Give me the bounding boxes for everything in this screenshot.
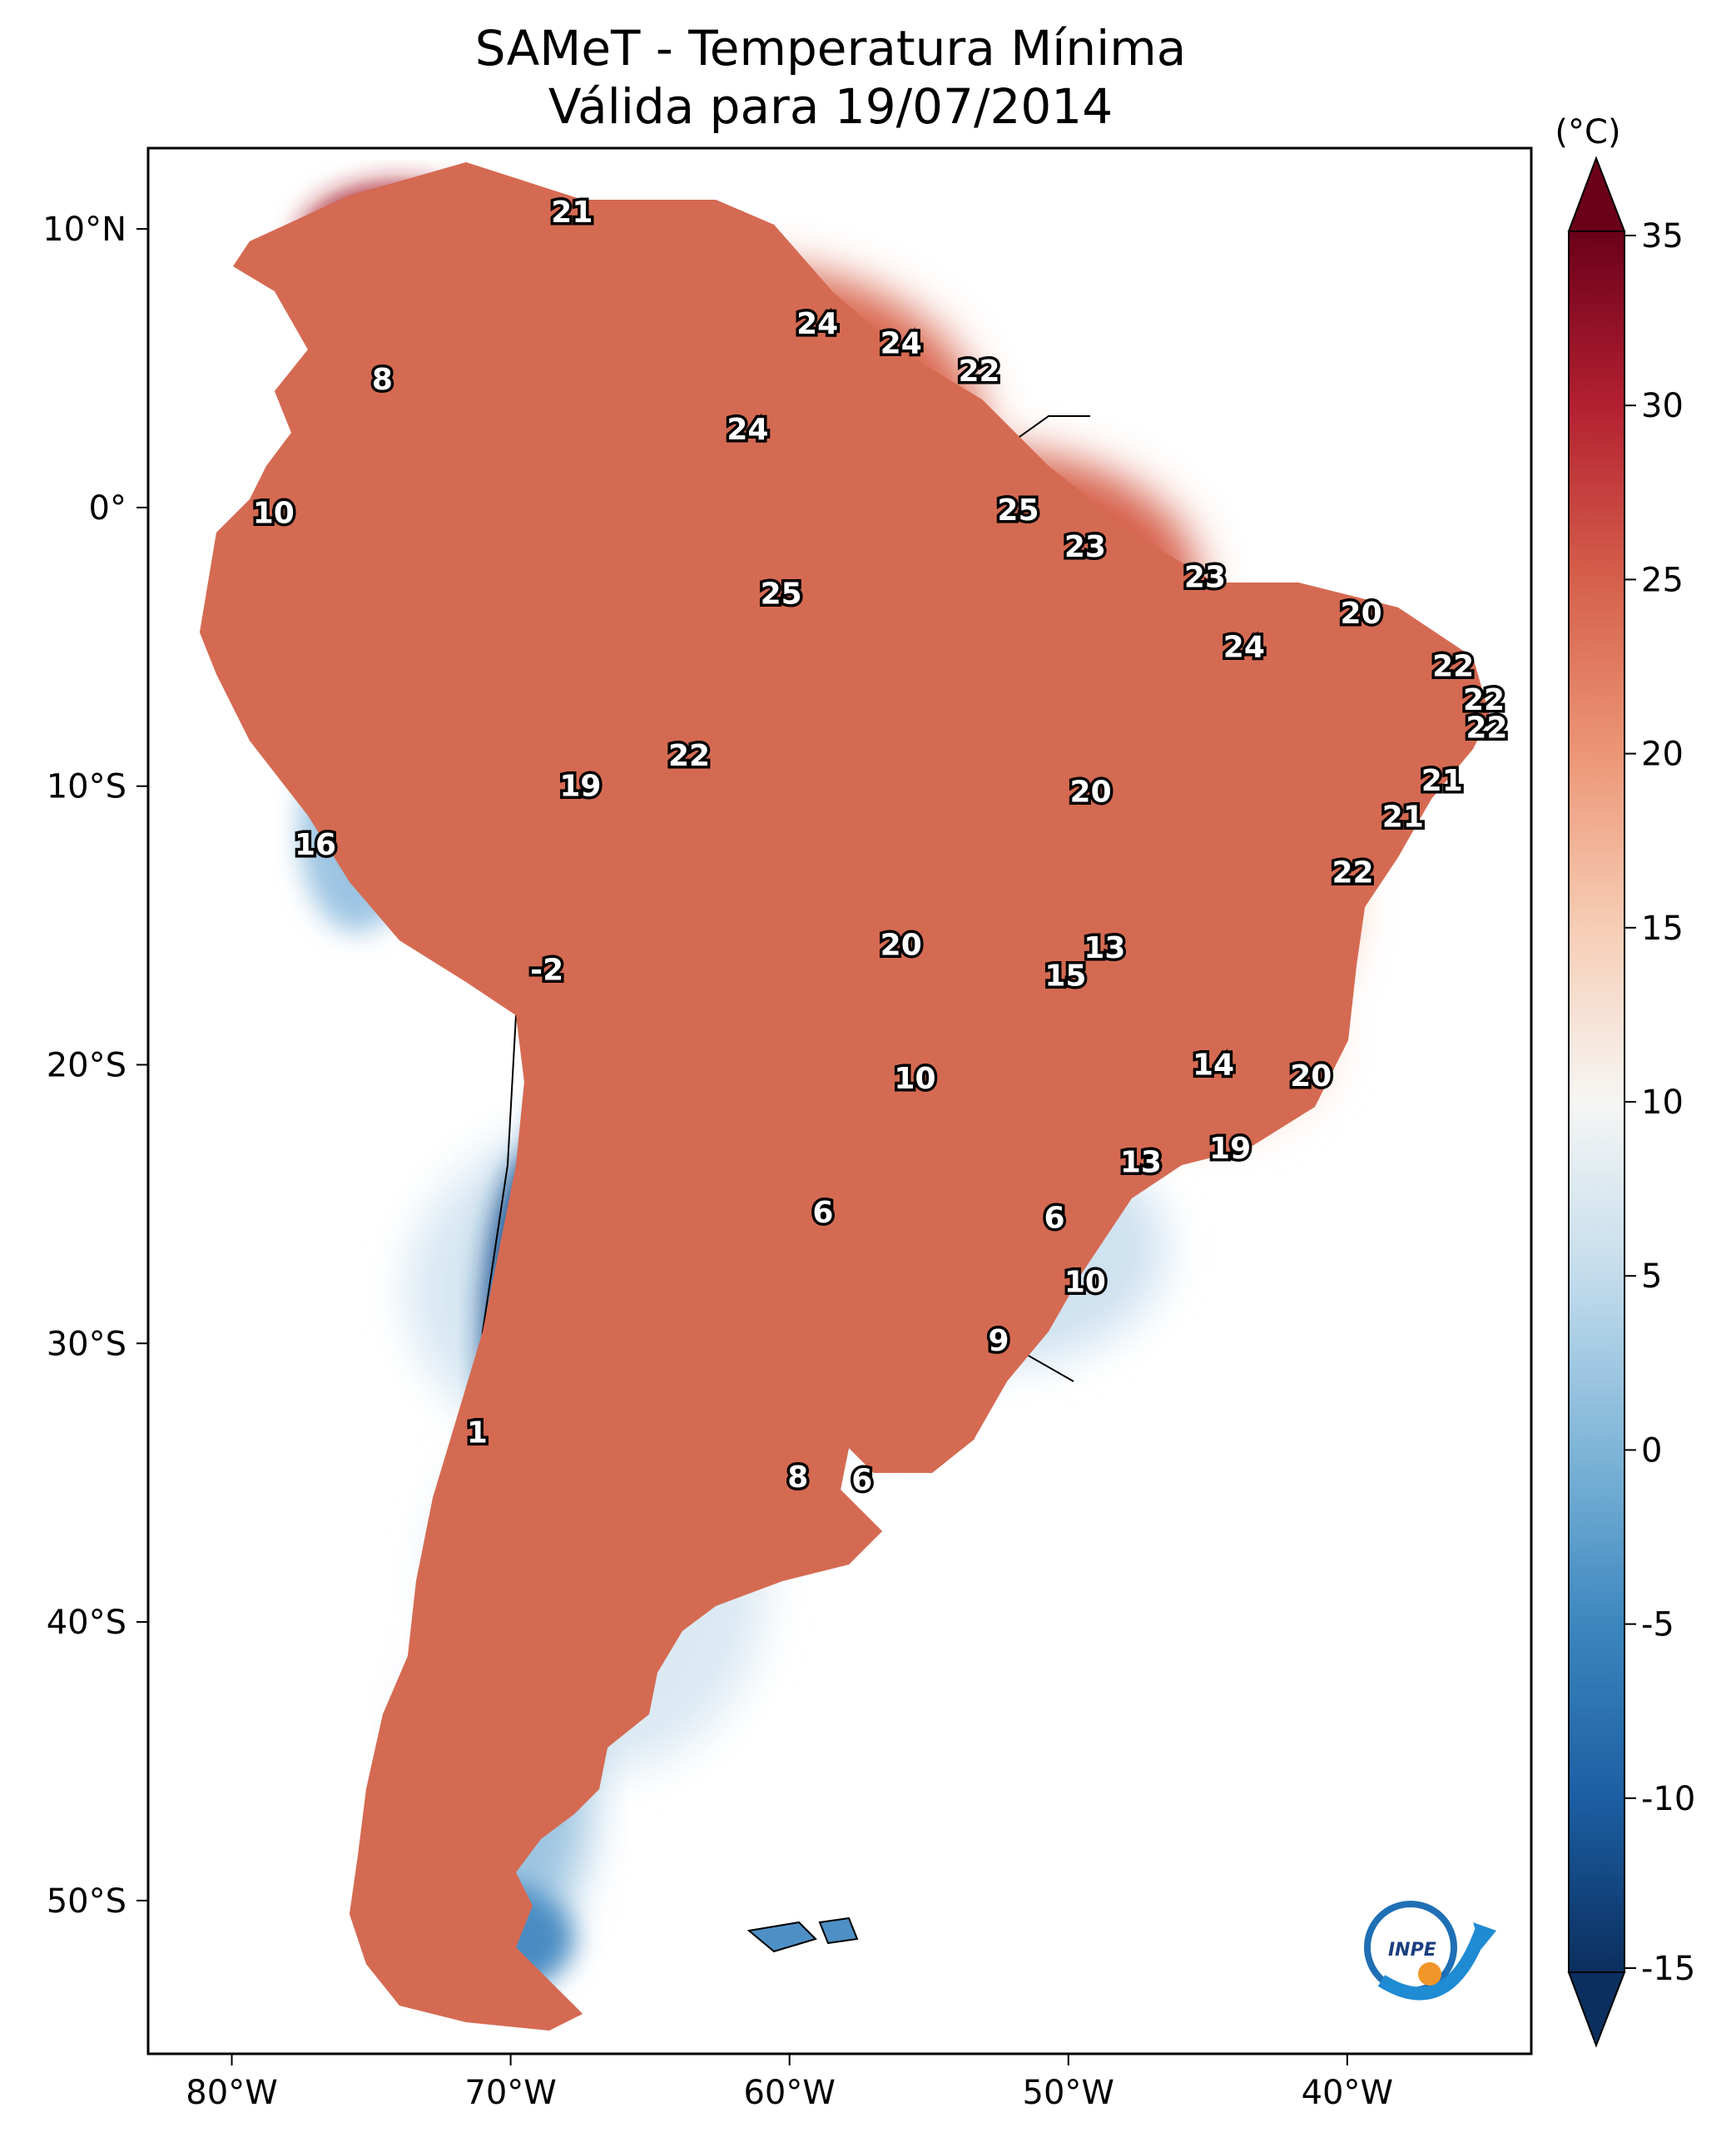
temperature-value-label: 6 — [1044, 1202, 1064, 1236]
colorbar-tick-label: 10 — [1641, 1083, 1684, 1122]
temperature-value-label: 24 — [880, 326, 922, 360]
colorbar-tick-label: 20 — [1641, 736, 1684, 774]
colorbar-body — [1568, 231, 1625, 1973]
temperature-value-label: 10 — [894, 1062, 935, 1096]
temperature-value-label: 8 — [372, 363, 393, 397]
temperature-value-label: 10 — [253, 497, 295, 531]
temperature-value-label: -2 — [530, 954, 563, 988]
temperature-field — [198, 161, 1491, 2032]
temperature-value-label: 6 — [851, 1463, 872, 1497]
map-title-line2: Válida para 19/07/2014 — [548, 78, 1113, 135]
temperature-value-label: 20 — [880, 929, 922, 963]
colorbar-tick-label: -5 — [1641, 1606, 1674, 1644]
temperature-value-label: 22 — [1332, 855, 1373, 890]
colorbar-bottom-extend — [1567, 1971, 1626, 2048]
colorbar-ticks: 35 30 25 20 15 10 5 0 -5 -10 -15 — [1624, 217, 1695, 1988]
colorbar-tick-label: 25 — [1641, 561, 1684, 599]
temperature-value-label: 21 — [1421, 764, 1463, 798]
temperature-value-label: 20 — [1290, 1059, 1332, 1093]
temperature-value-label: 20 — [1070, 775, 1112, 809]
falkland-islands — [746, 1916, 859, 1953]
colorbar-tick-label: 5 — [1641, 1257, 1662, 1296]
colorbar-top-extend — [1567, 156, 1626, 232]
temperature-value-label: 21 — [551, 196, 593, 230]
temperature-value-label: 13 — [1120, 1146, 1162, 1180]
lon-tick-label: 50°W — [1023, 2074, 1114, 2112]
colorbar-tick-label: -10 — [1641, 1780, 1695, 1818]
logo-swoosh — [1377, 1928, 1488, 2001]
temperature-value-label: 22 — [668, 739, 710, 773]
colorbar: (°C) 35 30 25 20 15 10 5 0 -5 -10 -15 — [1555, 113, 1695, 2048]
lon-tick-label: 60°W — [743, 2074, 835, 2112]
lon-tick-label: 40°W — [1302, 2074, 1393, 2112]
temperature-value-label: 24 — [1223, 630, 1265, 664]
temperature-value-label: 16 — [295, 828, 336, 862]
colorbar-tick-label: 30 — [1641, 387, 1684, 425]
colorbar-tick-label: 15 — [1641, 910, 1684, 948]
temperature-value-label: 25 — [761, 578, 802, 612]
temperature-value-label: 22 — [958, 355, 999, 389]
colorbar-unit: (°C) — [1555, 113, 1620, 151]
temperature-value-label: 15 — [1044, 959, 1086, 993]
lat-tick-label: 0° — [89, 489, 126, 528]
lat-tick-label: 50°S — [47, 1882, 126, 1921]
map-title-line1: SAMeT - Temperatura Mínima — [475, 20, 1187, 77]
logo-text: INPE — [1388, 1940, 1436, 1961]
temperature-value-label: 22 — [1432, 650, 1474, 684]
lat-tick-label: 40°S — [47, 1604, 126, 1642]
temperature-value-label: 10 — [1064, 1266, 1106, 1300]
temperature-value-label: 6 — [812, 1196, 833, 1230]
colorbar-tick-label: 0 — [1641, 1431, 1662, 1470]
latitude-ticks: 10°N 0° 10°S 20°S 30°S 40°S 50°S — [42, 211, 148, 1921]
lon-tick-label: 70°W — [464, 2074, 556, 2112]
temperature-value-label: 25 — [997, 493, 1039, 528]
temperature-value-label: 23 — [1184, 561, 1226, 595]
lon-tick-label: 80°W — [186, 2074, 277, 2112]
temperature-value-label: 19 — [559, 770, 601, 804]
map-frame — [146, 146, 1533, 2055]
colorbar-tick-label: 35 — [1641, 217, 1684, 255]
temperature-value-label: 23 — [1064, 530, 1106, 564]
temperature-value-label: 24 — [796, 307, 838, 341]
temperature-value-label: 22 — [1463, 683, 1505, 717]
temperature-value-label: 14 — [1193, 1048, 1234, 1082]
temperature-value-label: 8 — [787, 1460, 808, 1495]
longitude-ticks: 80°W 70°W 60°W 50°W 40°W — [186, 2054, 1393, 2112]
lat-tick-label: 30°S — [47, 1325, 126, 1363]
temperature-value-label: 1 — [467, 1416, 488, 1450]
temperature-value-label: 9 — [988, 1324, 1009, 1358]
lat-tick-label: 10°N — [42, 211, 126, 249]
inpe-logo: INPE — [1364, 1901, 1496, 2001]
temperature-value-label: 19 — [1209, 1132, 1251, 1166]
colorbar-tick-label: -15 — [1641, 1950, 1695, 1988]
temperature-value-label: 13 — [1084, 931, 1125, 965]
temperature-value-label: 21 — [1382, 801, 1424, 835]
logo-arrow — [1473, 1922, 1496, 1949]
lat-tick-label: 20°S — [47, 1046, 126, 1084]
temperature-value-label: 24 — [727, 413, 768, 447]
temperature-value-label: 20 — [1341, 597, 1382, 631]
logo-dot — [1418, 1962, 1441, 1986]
lat-tick-label: 10°S — [47, 768, 126, 806]
temperature-value-label: 22 — [1466, 711, 1507, 745]
